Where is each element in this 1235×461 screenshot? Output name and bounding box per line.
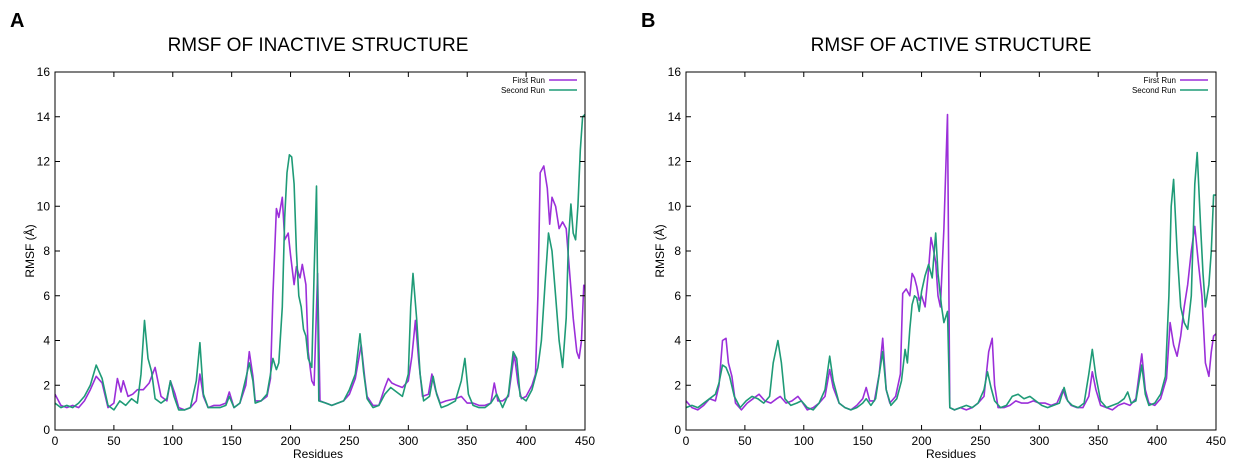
x-tick-label: 0 <box>683 434 690 448</box>
x-tick-label: 100 <box>794 434 814 448</box>
x-tick-label: 350 <box>457 434 477 448</box>
x-tick-label: 150 <box>853 434 873 448</box>
panel-letter: B <box>641 10 655 32</box>
series-line-2 <box>55 113 585 411</box>
series-line-2 <box>686 151 1216 411</box>
panel-letter: A <box>10 10 24 32</box>
y-tick-label: 0 <box>674 423 681 437</box>
y-tick-label: 2 <box>674 378 681 392</box>
y-tick-label: 0 <box>43 423 50 437</box>
legend-label: First Run <box>1144 76 1176 85</box>
x-tick-label: 450 <box>1206 434 1226 448</box>
panel-a: A RMSF OF INACTIVE STRUCTURE 0 50 100 150 20… <box>10 10 595 461</box>
series-line-1 <box>55 165 585 411</box>
x-tick-label: 50 <box>738 434 752 448</box>
x-tick-label: 100 <box>163 434 183 448</box>
y-tick-label: 8 <box>674 244 681 258</box>
x-tick-label: 450 <box>575 434 595 448</box>
y-tick-label: 10 <box>37 199 51 213</box>
y-tick-label: 2 <box>43 378 50 392</box>
x-tick-label: 300 <box>1029 434 1049 448</box>
x-tick-label: 300 <box>398 434 418 448</box>
x-axis-label: Residues <box>926 447 976 461</box>
legend-label: Second Run <box>1132 86 1176 95</box>
chart-title: RMSF OF ACTIVE STRUCTURE <box>811 35 1092 56</box>
x-tick-label: 0 <box>52 434 59 448</box>
y-tick-label: 12 <box>37 155 51 169</box>
plot-area: 0 50 100 150 200 250 300 350 400 450 0 2 4 6 8 10 12 14 16… <box>668 65 1227 448</box>
series-line-1 <box>686 113 1216 411</box>
x-axis-label: Residues <box>293 447 343 461</box>
y-tick-label: 16 <box>668 65 682 79</box>
plot-area: 0 50 100 150 200 250 300 350 400 450 0 2 4 6 8 10 12 14 16… <box>37 65 596 448</box>
x-tick-label: 200 <box>281 434 301 448</box>
y-tick-label: 10 <box>668 199 682 213</box>
panel-b: B RMSF OF ACTIVE STRUCTURE 0 50 100 150 200 2… <box>641 10 1226 461</box>
y-tick-label: 6 <box>674 289 681 303</box>
y-axis-label: RMSF (Å) <box>22 224 37 277</box>
x-tick-label: 50 <box>107 434 121 448</box>
y-tick-label: 14 <box>668 110 682 124</box>
y-tick-label: 4 <box>43 334 50 348</box>
legend-label: First Run <box>513 76 545 85</box>
y-tick-label: 4 <box>674 334 681 348</box>
chart-title: RMSF OF INACTIVE STRUCTURE <box>168 35 469 56</box>
x-tick-label: 350 <box>1088 434 1108 448</box>
legend-label: Second Run <box>501 86 545 95</box>
y-axis-label: RMSF (Å) <box>652 224 667 277</box>
x-tick-label: 250 <box>970 434 990 448</box>
x-tick-label: 250 <box>339 434 359 448</box>
plot-frame <box>685 71 1217 431</box>
y-tick-label: 12 <box>668 155 682 169</box>
x-tick-label: 150 <box>222 434 242 448</box>
x-tick-label: 200 <box>912 434 932 448</box>
y-tick-label: 14 <box>37 110 51 124</box>
x-tick-label: 400 <box>516 434 536 448</box>
y-tick-label: 6 <box>43 289 50 303</box>
y-tick-label: 8 <box>43 244 50 258</box>
x-tick-label: 400 <box>1147 434 1167 448</box>
y-tick-label: 16 <box>37 65 51 79</box>
